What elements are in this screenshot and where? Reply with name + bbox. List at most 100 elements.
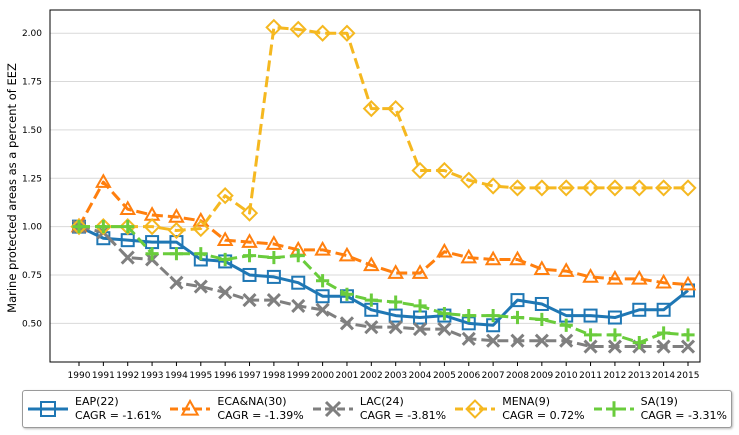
data-point: [436, 242, 453, 258]
data-point: [510, 310, 525, 325]
data-point: [460, 248, 478, 264]
x-tick-label: 2009: [530, 371, 553, 381]
data-point: [242, 249, 257, 263]
data-point: [169, 247, 184, 261]
data-point: [192, 219, 210, 238]
data-point: [289, 20, 307, 38]
legend-marker: [465, 399, 486, 419]
data-point: [266, 269, 281, 284]
series-eap-22: [72, 219, 695, 333]
data-point: [583, 308, 598, 323]
data-point: [557, 179, 575, 197]
legend-swatch: [312, 400, 353, 418]
data-point: [216, 187, 234, 205]
series-group: [70, 18, 697, 354]
data-point: [266, 293, 281, 308]
data-point: [313, 24, 332, 42]
data-point: [486, 333, 501, 348]
data-point: [607, 339, 622, 354]
legend-marker: [324, 400, 341, 418]
data-point: [681, 283, 695, 298]
data-point: [632, 336, 646, 350]
data-point: [242, 267, 257, 282]
data-point: [533, 179, 551, 197]
legend-cagr: CAGR = -1.39%: [217, 409, 304, 422]
x-tick-label: 1997: [238, 371, 261, 381]
data-point: [316, 274, 330, 288]
legend-series-name: EAP(22): [75, 395, 119, 408]
gridlines: [50, 32, 700, 324]
x-tick-label: 1996: [214, 371, 237, 381]
series-eca-na-30: [70, 173, 697, 291]
data-point: [193, 279, 208, 294]
line-chart: 0.500.751.001.251.501.752.00 1990 1991 199…: [5, 9, 701, 381]
y-tick-label: 0.50: [22, 319, 42, 329]
x-tick-label: 2005: [433, 371, 456, 381]
x-tick-label: 1995: [189, 371, 212, 381]
data-point: [265, 235, 283, 250]
data-point: [169, 275, 184, 290]
legend: EAP(22) CAGR = -1.61% ECA&NA(30) CAGR = -1.…: [22, 390, 732, 428]
x-tick-label: 2006: [457, 371, 480, 381]
legend-cagr: CAGR = 0.72%: [502, 409, 585, 422]
data-point: [194, 247, 208, 261]
y-tick-labels: 0.50 0.75 1.00 1.25 1.50 1.75 2.00: [22, 29, 42, 329]
series-line: [78, 225, 689, 327]
data-point: [338, 246, 356, 262]
data-point: [267, 250, 281, 265]
x-tick-label: 1990: [68, 371, 91, 381]
data-point: [679, 275, 697, 291]
data-point: [559, 333, 574, 348]
data-point: [656, 339, 671, 354]
data-point: [364, 293, 378, 307]
legend-cagr: CAGR = -3.31%: [640, 409, 727, 422]
y-tick-label: 2.00: [22, 29, 42, 39]
data-point: [94, 218, 112, 236]
legend-swatch: [170, 398, 211, 416]
data-point: [681, 328, 695, 342]
data-point: [535, 312, 549, 327]
legend-series-name: MENA(9): [502, 395, 550, 408]
data-point: [462, 308, 476, 323]
data-point: [168, 208, 185, 223]
data-point: [242, 293, 257, 308]
series-lac-24: [71, 219, 696, 354]
x-tick-label: 2008: [506, 371, 529, 381]
data-point: [218, 285, 233, 300]
data-point: [607, 310, 622, 325]
data-point: [486, 308, 500, 323]
legend-marker: [181, 398, 200, 416]
legend-marker: [40, 401, 57, 417]
x-tick-label: 2012: [603, 371, 626, 381]
data-point: [583, 328, 598, 342]
x-tick-label: 2000: [311, 371, 334, 381]
x-tick-label: 2015: [677, 371, 700, 381]
data-point: [241, 233, 258, 248]
data-point: [389, 295, 403, 309]
data-point: [340, 287, 354, 301]
legend-swatch: [455, 399, 496, 419]
x-tick-label: 1999: [287, 371, 310, 381]
data-point: [437, 307, 451, 321]
data-point: [679, 179, 697, 197]
data-point: [315, 289, 330, 304]
data-point: [534, 296, 549, 311]
x-tick-label: 1994: [165, 371, 188, 381]
data-point: [120, 250, 135, 265]
series-mena-9: [70, 18, 697, 240]
data-point: [460, 171, 478, 189]
data-point: [291, 275, 306, 290]
data-point: [630, 179, 648, 197]
legend-item: EAP(22) CAGR = -1.61%: [27, 395, 161, 423]
plot-frame: [49, 9, 701, 363]
data-point: [315, 302, 330, 317]
data-point: [606, 269, 624, 285]
data-point: [608, 328, 622, 342]
data-point: [632, 302, 647, 317]
data-point: [362, 100, 380, 118]
legend-marker: [605, 401, 622, 417]
x-tick-label: 2001: [336, 371, 359, 381]
x-tick-label: 1991: [92, 371, 115, 381]
y-tick-label: 1.25: [22, 174, 42, 184]
series-line: [79, 25, 688, 232]
